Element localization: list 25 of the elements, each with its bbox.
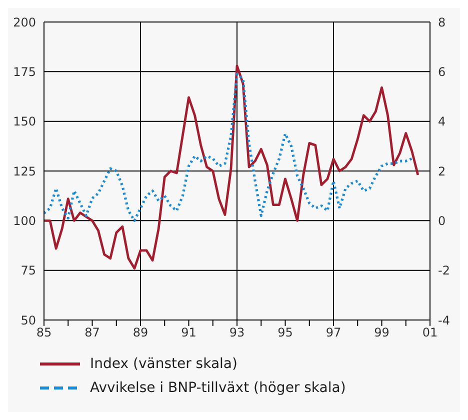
y-tick-label: 100 bbox=[13, 214, 36, 228]
legend-label: Avvikelse i BNP-tillväxt (höger skala) bbox=[90, 379, 346, 398]
y-tick-label: 125 bbox=[13, 164, 36, 178]
y2-tick-label: -2 bbox=[438, 264, 450, 278]
x-tick-label: 95 bbox=[278, 326, 293, 340]
x-tick-label: 01 bbox=[422, 326, 438, 340]
y-tick-label: 150 bbox=[13, 114, 36, 129]
y-tick-label: 75 bbox=[20, 264, 36, 278]
x-tick-label: 85 bbox=[36, 326, 52, 340]
y2-tick-label: -4 bbox=[438, 313, 450, 328]
y2-tick-label: 8 bbox=[438, 15, 446, 30]
y2-tick-label: 4 bbox=[438, 114, 446, 129]
x-tick-label: 89 bbox=[132, 326, 148, 340]
x-tick-label: 93 bbox=[229, 326, 245, 340]
legend-label: Index (vänster skala) bbox=[90, 355, 238, 374]
x-tick-label: 91 bbox=[181, 326, 196, 340]
y2-tick-label: 0 bbox=[438, 214, 446, 228]
x-tick-label: 87 bbox=[84, 326, 100, 340]
x-tick-label: 97 bbox=[326, 326, 342, 340]
y2-tick-label: 6 bbox=[438, 64, 446, 79]
y-tick-label: 50 bbox=[20, 313, 36, 328]
y-tick-label: 175 bbox=[13, 64, 36, 79]
x-tick-label: 99 bbox=[374, 326, 390, 340]
y-tick-label: 200 bbox=[13, 15, 36, 30]
y2-tick-label: 2 bbox=[438, 164, 446, 178]
